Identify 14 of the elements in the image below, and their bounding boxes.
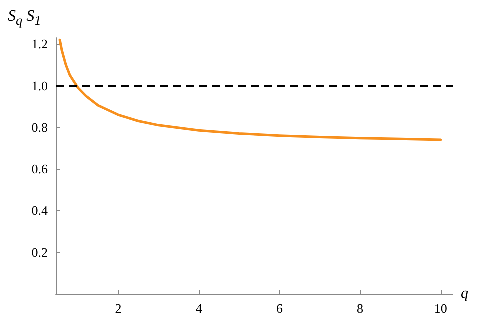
y-tick-label: 0.8	[32, 120, 48, 135]
line-series	[58, 38, 442, 142]
y-axis-title: S$_{q}$ S$_{1}$	[8, 8, 42, 30]
x-tick-label: 4	[196, 301, 203, 316]
x-axis-title: q	[461, 286, 469, 302]
y-tick-label: 0.2	[32, 244, 48, 260]
y-tick-label: 1.2	[32, 36, 48, 52]
x-tick-label: 2	[115, 301, 122, 316]
y-tick-label: 0.6	[32, 162, 48, 177]
x-tick-label: 6	[276, 301, 284, 316]
y-tick-label: 1.0	[32, 78, 48, 94]
y-tick-label: 0.4	[32, 203, 48, 218]
x-tick-label: 10	[434, 301, 448, 316]
x-tick-label: 8	[357, 301, 364, 316]
